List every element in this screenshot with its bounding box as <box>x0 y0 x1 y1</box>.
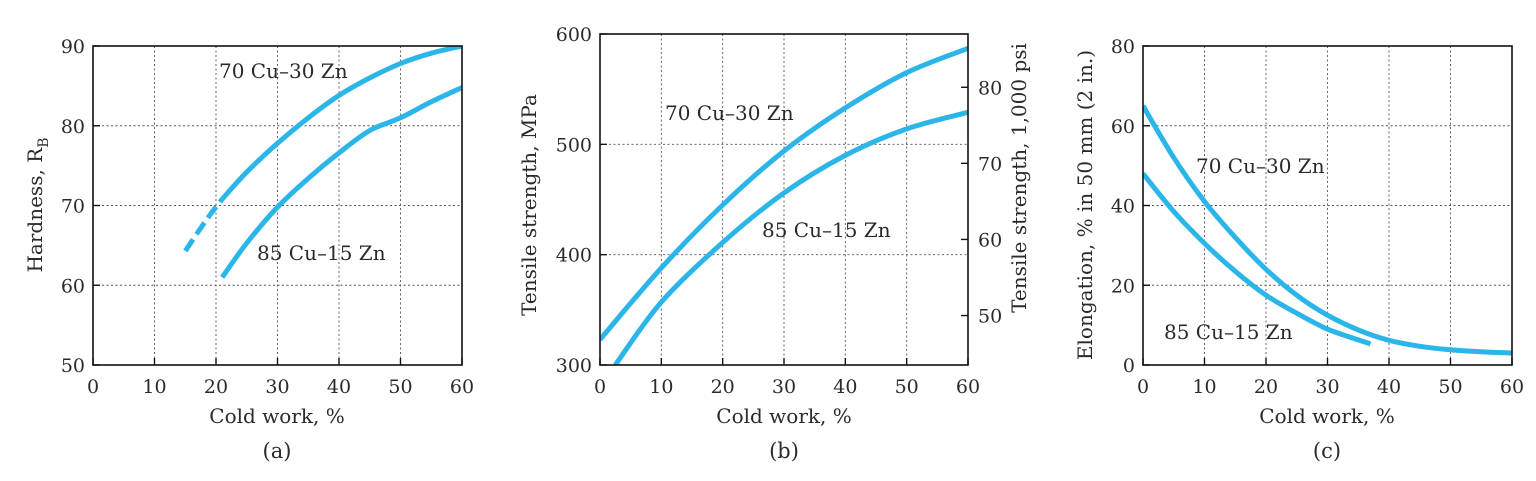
panel-c-series-label-70cu: 70 Cu–30 Zn <box>1196 154 1325 178</box>
y-tick-label-60: 60 <box>1111 116 1135 138</box>
panel-b-label: (b) <box>769 439 799 463</box>
y-tick-label-0: 0 <box>1123 355 1135 377</box>
panel-c-x-ticks: 0 10 20 30 40 50 60 <box>1137 358 1524 398</box>
panel-a-x-axis-label: Cold work, % <box>209 404 344 428</box>
series-line-85cu-15zn <box>220 85 462 279</box>
panel-b-y-ticks-left: 300 400 500 600 <box>556 24 607 377</box>
x-tick-label-50: 50 <box>895 376 919 398</box>
panel-b-grid <box>600 34 968 365</box>
panel-b-tensile-chart: 0 10 20 30 40 50 60 300 400 500 600 50 60 70 80 70 C… <box>517 24 1031 463</box>
panel-c-y-ticks: 0 20 40 60 80 <box>1111 36 1150 377</box>
panel-c-grid <box>1143 46 1512 365</box>
right-tick-label-80: 80 <box>978 77 1002 99</box>
right-tick-label-70: 70 <box>978 153 1002 175</box>
panel-b-x-ticks: 0 10 20 30 40 50 60 <box>594 358 980 398</box>
panel-a-x-ticks: 0 10 20 30 40 50 60 <box>87 358 474 398</box>
panel-b-series-label-70cu: 70 Cu–30 Zn <box>665 101 794 125</box>
series-line-85cu-15zn <box>1143 172 1372 347</box>
y-tick-label-600: 600 <box>556 24 592 46</box>
series-line-70cu-30zn <box>220 46 462 201</box>
x-tick-label-40: 40 <box>327 376 351 398</box>
x-tick-label-20: 20 <box>711 376 735 398</box>
series-line-70cu-30zn <box>600 45 968 342</box>
right-tick-label-50: 50 <box>978 306 1002 328</box>
x-tick-label-0: 0 <box>594 376 606 398</box>
panel-c-y-axis-label: Elongation, % in 50 mm (2 in.) <box>1073 50 1097 360</box>
panel-b-x-axis-label: Cold work, % <box>716 404 851 428</box>
panel-b-y-axis-label-left: Tensile strength, MPa <box>517 94 541 316</box>
panel-b-y-ticks-right: 50 60 70 80 <box>961 77 1002 328</box>
y-tick-label-40: 40 <box>1111 196 1135 218</box>
panel-a-y-axis-label-subscript: B <box>36 137 52 147</box>
x-tick-label-30: 30 <box>1315 376 1339 398</box>
right-tick-label-60: 60 <box>978 229 1002 251</box>
panel-a-y-axis-label: Hardness, RB <box>23 137 52 272</box>
panel-c-label: (c) <box>1313 439 1341 463</box>
x-tick-label-60: 60 <box>956 376 980 398</box>
series-line-85cu-15zn <box>613 109 968 365</box>
y-tick-label-80: 80 <box>1111 36 1135 58</box>
panel-c-elongation-chart: 0 10 20 30 40 50 60 0 20 40 60 80 70 Cu–30 Zn 85 C… <box>1073 36 1524 463</box>
series-line-dashed-70cu-30zn <box>183 197 225 253</box>
x-tick-label-60: 60 <box>450 376 474 398</box>
panel-a-curves <box>183 46 462 279</box>
y-tick-label-50: 50 <box>61 355 85 377</box>
x-tick-label-10: 10 <box>1192 376 1216 398</box>
panel-c-curves <box>1143 104 1512 356</box>
x-tick-label-50: 50 <box>1438 376 1462 398</box>
y-tick-label-80: 80 <box>61 116 85 138</box>
x-tick-label-20: 20 <box>204 376 228 398</box>
y-tick-label-60: 60 <box>61 275 85 297</box>
y-tick-label-300: 300 <box>556 355 592 377</box>
panel-c-x-axis-label: Cold work, % <box>1259 404 1394 428</box>
panel-a-series-label-85cu: 85 Cu–15 Zn <box>257 241 386 265</box>
x-tick-label-40: 40 <box>833 376 857 398</box>
x-tick-label-0: 0 <box>1137 376 1149 398</box>
panel-a-hardness-chart: 0 10 20 30 40 50 60 50 60 70 80 90 70 Cu–30 Zn 85 … <box>23 36 474 463</box>
x-tick-label-60: 60 <box>1500 376 1524 398</box>
panel-c-series-label-85cu: 85 Cu–15 Zn <box>1164 320 1293 344</box>
panel-b-y-axis-label-right: Tensile strength, 1,000 psi <box>1007 43 1031 313</box>
x-tick-label-30: 30 <box>772 376 796 398</box>
x-tick-label-20: 20 <box>1254 376 1278 398</box>
x-tick-label-30: 30 <box>265 376 289 398</box>
panel-a-y-ticks: 50 60 70 80 90 <box>61 36 100 377</box>
x-tick-label-50: 50 <box>388 376 412 398</box>
x-tick-label-40: 40 <box>1377 376 1401 398</box>
panel-a-y-axis-label-main: Hardness, R <box>23 147 47 273</box>
y-tick-label-400: 400 <box>556 245 592 267</box>
x-tick-label-10: 10 <box>142 376 166 398</box>
panel-a-series-label-70cu: 70 Cu–30 Zn <box>219 59 348 83</box>
series-line-70cu-30zn <box>1143 104 1512 356</box>
panel-b-series-label-85cu: 85 Cu–15 Zn <box>762 218 891 242</box>
y-tick-label-90: 90 <box>61 36 85 58</box>
x-tick-label-10: 10 <box>649 376 673 398</box>
x-tick-label-0: 0 <box>87 376 99 398</box>
y-tick-label-20: 20 <box>1111 275 1135 297</box>
y-tick-label-500: 500 <box>556 134 592 156</box>
panel-b-curves <box>600 45 968 365</box>
panel-a-label: (a) <box>263 439 292 463</box>
y-tick-label-70: 70 <box>61 196 85 218</box>
